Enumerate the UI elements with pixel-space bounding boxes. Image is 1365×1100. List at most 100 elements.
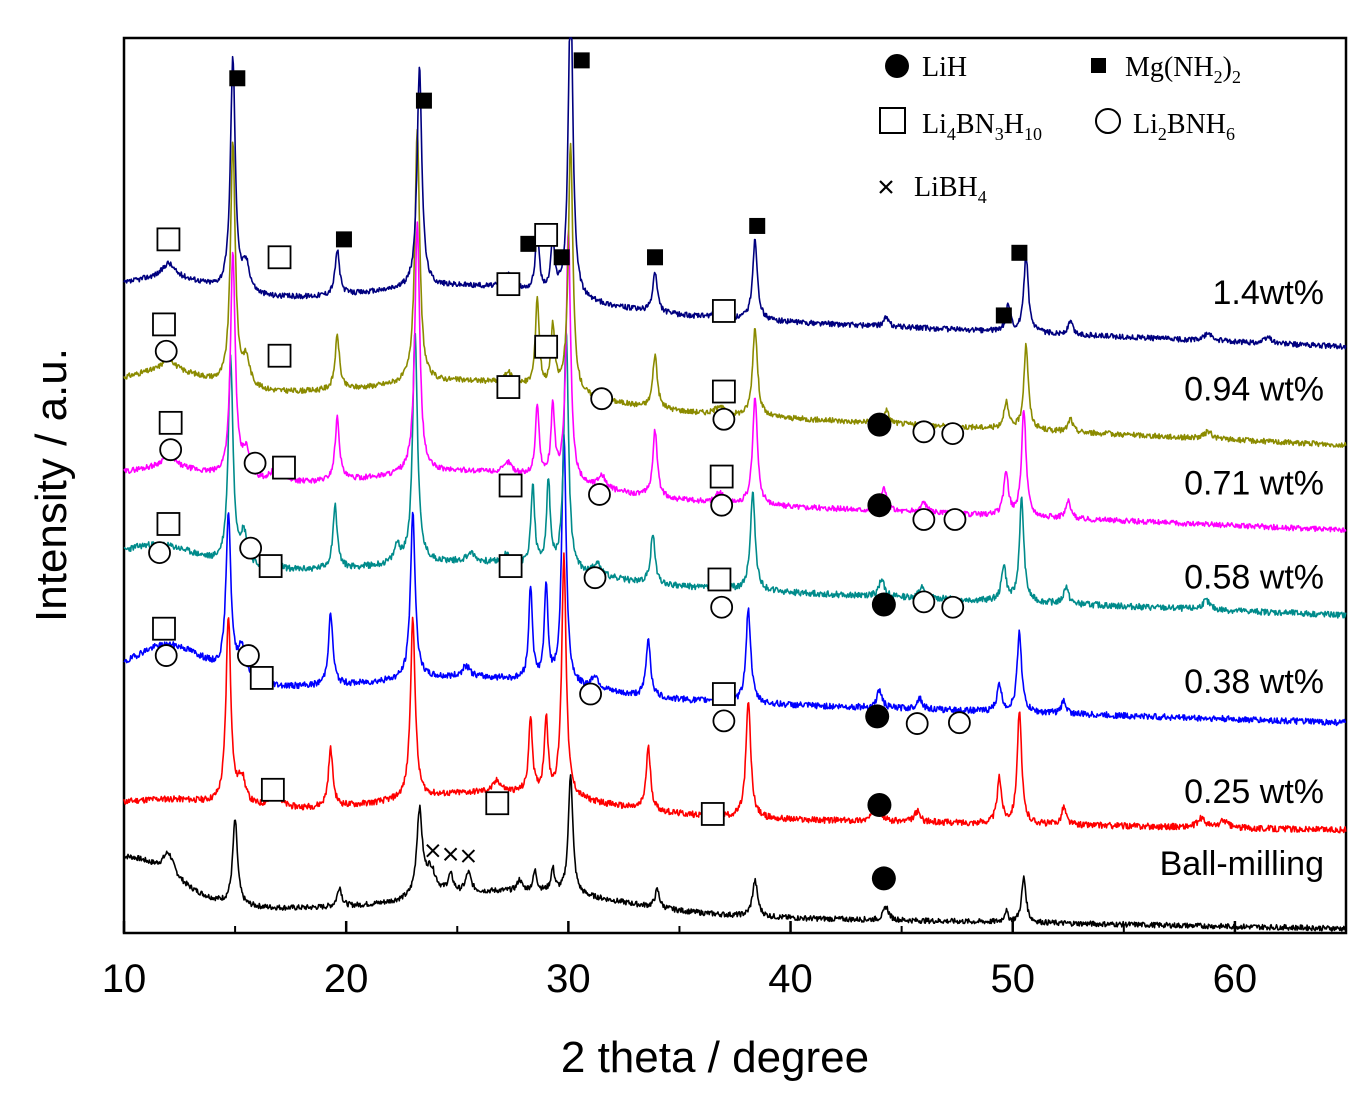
phase-marker-filled-square-4 — [520, 235, 537, 252]
series-layer — [123, 37, 1347, 932]
phase-marker-open-square-11 — [267, 245, 292, 270]
phase-marker-open-square-14 — [711, 299, 736, 323]
phase-marker-filled-square-9 — [995, 307, 1012, 324]
legend-li4bn3h10-marker — [879, 107, 906, 134]
series-line-0 — [123, 774, 1347, 932]
x-tick-label-60: 60 — [1213, 957, 1258, 1001]
phase-marker-open-circle-42 — [583, 566, 607, 590]
phase-marker-open-square-13 — [534, 222, 559, 247]
series-label-5: 0.25 wt% — [1184, 773, 1324, 811]
x-axis-label: 2 theta / degree — [561, 1033, 869, 1082]
x-tick-label-10: 10 — [102, 957, 147, 1001]
series-label-2: 0.71 wt% — [1184, 464, 1324, 502]
phase-marker-open-square-21 — [711, 379, 736, 404]
phase-marker-open-square-17 — [267, 343, 292, 368]
series-label-6: Ball-milling — [1160, 845, 1324, 883]
phase-marker-open-square-51 — [249, 666, 274, 690]
phase-marker-open-square-15 — [152, 312, 176, 337]
legend-li4bn3h10-label: Li4BN3H10 — [922, 109, 1042, 144]
legend-libh4-label: LiBH4 — [914, 172, 987, 207]
phase-marker-open-circle-56 — [905, 712, 929, 735]
phase-marker-open-square-48 — [152, 616, 176, 641]
x-tick-label-20: 20 — [324, 957, 369, 1001]
series-line-5 — [123, 128, 1347, 448]
legend-mgnh2-marker — [1091, 58, 1106, 73]
phase-marker-open-square-60 — [700, 802, 725, 826]
phase-marker-open-circle-39 — [239, 536, 263, 560]
phase-marker-cross-63 — [443, 847, 458, 861]
phase-marker-cross-62 — [426, 843, 440, 858]
series-label-1: 0.94 wt% — [1184, 370, 1324, 408]
phase-marker-open-circle-28 — [243, 451, 267, 475]
phase-marker-open-square-53 — [711, 682, 736, 706]
phase-marker-open-circle-47 — [941, 595, 965, 619]
phase-marker-open-circle-31 — [588, 483, 611, 506]
phase-marker-open-circle-57 — [948, 711, 971, 735]
series-labels: 1.4wt% 0.94 wt% 0.71 wt% 0.58 wt% 0.38 wt% 0.… — [1160, 274, 1324, 883]
phase-marker-open-square-12 — [496, 272, 521, 297]
phase-marker-open-circle-20 — [590, 387, 614, 411]
phase-marker-filled-square-0 — [229, 70, 246, 87]
phase-marker-open-circle-38 — [148, 541, 171, 565]
legend-mgnh2-label: Mg(NH2)2 — [1125, 52, 1241, 87]
phase-marker-filled-square-1 — [415, 92, 432, 109]
phase-marker-open-square-18 — [534, 334, 559, 359]
phase-marker-open-circle-49 — [154, 644, 178, 667]
phase-marker-filled-circle-65 — [871, 866, 896, 891]
legend: LiH Mg(NH2)2 Li4BN3H10 Li2BNH6 LiBH4 — [879, 52, 1241, 207]
phase-marker-filled-circle-34 — [867, 493, 892, 518]
phase-marker-cross-64 — [461, 849, 476, 863]
phase-marker-open-circle-16 — [154, 339, 178, 363]
phase-marker-open-circle-44 — [710, 595, 734, 619]
phase-marker-open-square-41 — [498, 554, 523, 578]
phase-marker-filled-circle-23 — [867, 412, 892, 437]
legend-lih-marker — [885, 54, 909, 78]
phase-marker-open-square-37 — [156, 512, 181, 536]
phase-marker-open-circle-36 — [943, 508, 967, 531]
phase-marker-open-circle-24 — [912, 420, 936, 444]
phase-marker-filled-circle-45 — [871, 592, 896, 617]
x-tick-label-30: 30 — [546, 957, 591, 1001]
legend-libh4-marker — [879, 180, 893, 194]
x-tick-label-50: 50 — [990, 957, 1035, 1001]
phase-marker-open-square-10 — [156, 227, 181, 252]
series-line-4 — [123, 221, 1347, 533]
phase-marker-filled-square-8 — [1011, 244, 1028, 261]
phase-marker-open-square-40 — [258, 554, 283, 578]
phase-marker-filled-square-3 — [573, 52, 590, 69]
phase-marker-open-square-29 — [272, 455, 296, 480]
phase-marker-open-circle-22 — [712, 407, 736, 431]
marker-layer — [148, 52, 1028, 891]
plot-frame — [122, 36, 1348, 935]
phase-marker-open-circle-52 — [579, 682, 602, 706]
phase-marker-open-circle-27 — [159, 438, 183, 462]
series-line-3 — [123, 329, 1347, 619]
phase-marker-open-square-26 — [158, 410, 183, 435]
phase-marker-open-square-43 — [707, 567, 732, 592]
legend-li2bnh6-label: Li2BNH6 — [1133, 109, 1235, 144]
y-axis-label: Intensity / a.u. — [27, 348, 76, 622]
phase-marker-open-square-59 — [485, 791, 510, 816]
phase-marker-filled-square-2 — [335, 231, 352, 248]
series-label-0: 1.4wt% — [1213, 274, 1325, 312]
phase-marker-filled-square-5 — [553, 249, 570, 266]
phase-marker-open-square-58 — [260, 777, 285, 802]
phase-marker-filled-square-6 — [647, 249, 664, 266]
phase-marker-open-circle-54 — [712, 709, 736, 733]
phase-marker-open-circle-35 — [912, 508, 936, 531]
x-axis-ticks: 10 20 30 40 50 60 — [102, 921, 1257, 1001]
x-tick-label-40: 40 — [768, 957, 813, 1001]
phase-marker-open-circle-25 — [941, 422, 965, 445]
phase-marker-open-square-30 — [498, 473, 523, 498]
phase-marker-filled-square-7 — [749, 217, 766, 234]
phase-marker-filled-circle-61 — [867, 793, 892, 818]
legend-lih-label: LiH — [922, 52, 967, 83]
phase-marker-filled-circle-55 — [865, 704, 890, 729]
phase-marker-open-circle-50 — [237, 644, 260, 667]
phase-marker-open-circle-33 — [710, 493, 734, 517]
phase-marker-open-square-19 — [496, 375, 521, 399]
series-label-4: 0.38 wt% — [1184, 663, 1324, 701]
phase-marker-open-square-32 — [709, 464, 734, 489]
phase-marker-open-circle-46 — [912, 590, 936, 614]
